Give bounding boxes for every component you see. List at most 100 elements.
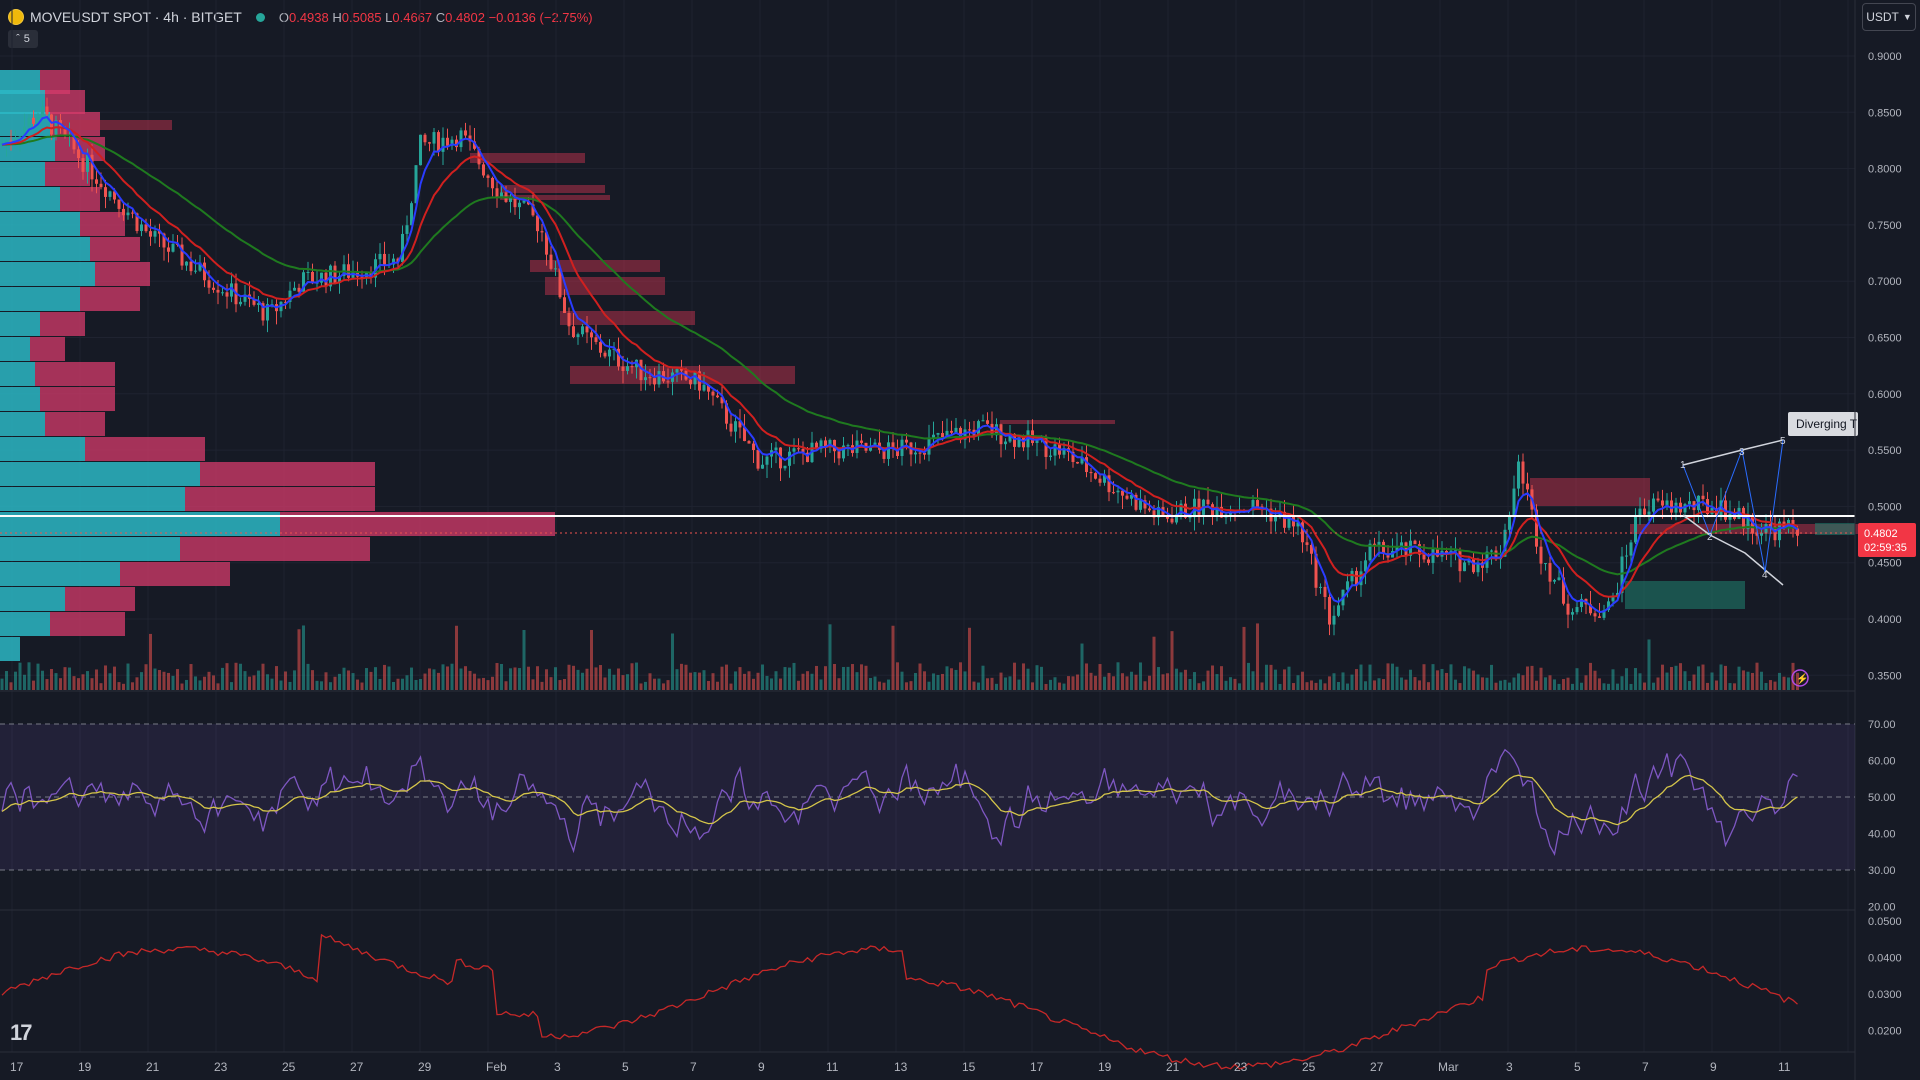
volume-bar (581, 672, 584, 690)
candle-body (1665, 500, 1669, 506)
candle-body (266, 304, 269, 321)
diverging-triangle-pattern[interactable]: 1 2 3 4 5 Diverging T (1680, 412, 1858, 586)
volume-bar (914, 673, 917, 690)
rsi-tick: 70.00 (1868, 719, 1896, 731)
candle-body (1431, 548, 1435, 563)
candle-body (1355, 570, 1358, 586)
volume-bar (446, 666, 449, 690)
candle-body (1179, 503, 1183, 515)
profile-bar-down (95, 262, 150, 286)
supply-zone (500, 195, 610, 200)
volume-bar (1040, 666, 1043, 690)
volume-bar (653, 678, 656, 690)
volume-bar (1296, 675, 1300, 690)
candle-body (734, 421, 737, 432)
candle-body (149, 231, 152, 237)
volume-bar (1679, 663, 1682, 690)
candle-body (1013, 433, 1016, 447)
profile-bar-up (0, 337, 30, 361)
profile-bar-up (0, 587, 65, 611)
demand-zone (1815, 523, 1855, 535)
rsi-axis[interactable]: 70.00 60.00 50.00 40.00 30.00 20.00 (1868, 719, 1896, 914)
volume-bar (464, 666, 467, 690)
price-axis[interactable]: 0.9000 0.8500 0.8000 0.7500 0.7000 0.6500 0.60… (1868, 51, 1902, 682)
volume-bar (9, 682, 13, 690)
volume-bar (1778, 672, 1781, 690)
candle-body (1008, 433, 1012, 442)
candle-body (189, 261, 193, 272)
candle-body (1557, 577, 1561, 581)
volume-bar (203, 676, 206, 690)
volume-bar (747, 671, 751, 690)
candle-body (509, 196, 512, 202)
volume-bar (1247, 662, 1250, 690)
candle-body (932, 434, 935, 438)
symbol-title[interactable]: MOVEUSDT SPOT · 4h · BITGET (30, 9, 242, 25)
volume-bar (315, 680, 319, 690)
candle-body (585, 326, 589, 333)
volume-bar (59, 678, 62, 690)
profile-bar-down (200, 462, 375, 486)
volume-bar (1616, 683, 1619, 690)
volume-bar (1454, 679, 1457, 690)
profile-bar-up (0, 287, 80, 311)
candle-body (1796, 528, 1799, 536)
alert-icon[interactable]: ⚡ (1791, 669, 1809, 687)
candle-body (297, 287, 301, 292)
volume-bar (968, 627, 971, 690)
volume-bar (558, 680, 562, 690)
candle-body (842, 445, 845, 459)
candle-body (392, 258, 395, 265)
volume-bar (801, 673, 805, 690)
volume-bar (1769, 680, 1772, 690)
volume-bar (180, 683, 184, 690)
volume-bar (954, 669, 958, 690)
volatility-axis[interactable]: 0.0500 0.0400 0.0300 0.0200 (1868, 916, 1902, 1038)
volume-bar (576, 669, 580, 690)
currency-selector[interactable]: USDT ▼ (1862, 3, 1916, 31)
volume-bar (1341, 672, 1345, 690)
candle-body (950, 430, 953, 433)
candle-body (554, 268, 557, 270)
volume-bar (1161, 674, 1165, 690)
volume-bar (990, 677, 994, 690)
volume-bar (221, 667, 224, 690)
volume-bar (45, 679, 49, 690)
volume-bar (1152, 636, 1156, 690)
candle-body (1593, 613, 1597, 617)
candle-body (774, 447, 778, 451)
candle-body (1332, 615, 1336, 625)
volume-bar (122, 683, 125, 690)
volume-bar (95, 669, 98, 690)
volume-bar (90, 678, 94, 690)
time-tick: 23 (214, 1060, 228, 1074)
volume-bar (1638, 673, 1642, 690)
volume-bar (257, 670, 260, 690)
profile-bar-down (90, 237, 140, 261)
volume-bar (1053, 677, 1057, 690)
volume-bar (275, 666, 278, 690)
volume-bar (369, 671, 373, 690)
volume-bar (1683, 671, 1687, 690)
volume-bar (1188, 678, 1192, 690)
volume-bar (1710, 672, 1714, 690)
candle-body (581, 326, 584, 335)
volume-bar (1476, 674, 1480, 690)
candle-body (797, 448, 800, 450)
candle-body (324, 272, 328, 287)
volume-bar (1080, 643, 1084, 690)
volume-bar (1238, 683, 1241, 690)
supply-zone (1000, 420, 1115, 424)
time-axis[interactable]: 17 19 21 23 25 27 29 Feb 3 5 7 9 11 13 15 17 19 21 23 25 27 M… (10, 1060, 1791, 1074)
volatility-tick: 0.0200 (1868, 1026, 1902, 1038)
profile-bar-down (30, 337, 65, 361)
volume-bar (756, 672, 760, 690)
candle-body (1368, 543, 1372, 561)
supply-zone (1530, 478, 1650, 506)
profile-bar-up (0, 212, 80, 236)
indicators-collapse-button[interactable]: ˆ 5 (8, 30, 38, 48)
volume-bar (887, 679, 890, 690)
candle-body (837, 451, 841, 459)
volume-bar (671, 633, 674, 690)
